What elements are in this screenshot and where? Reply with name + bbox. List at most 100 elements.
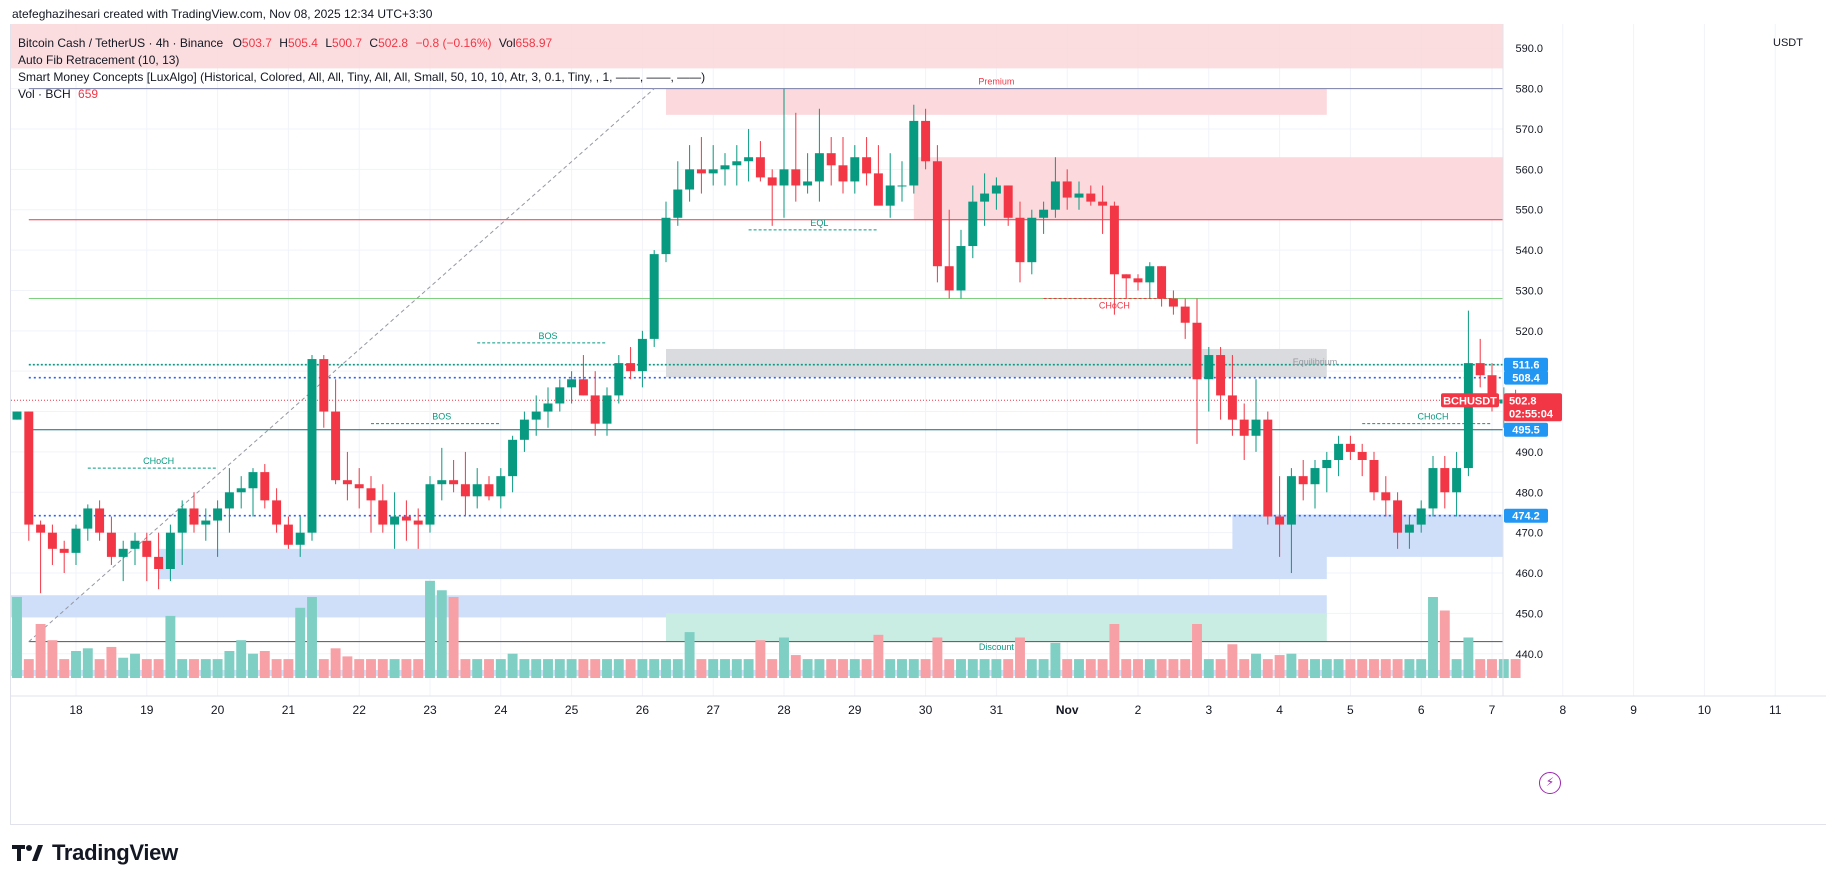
volume-bar [613, 659, 624, 678]
candle-body [673, 189, 683, 218]
candle-body [118, 548, 128, 557]
structure-label: BOS [432, 412, 451, 422]
price-axis-tick: 470.0 [1515, 528, 1543, 540]
volume-bar [1451, 659, 1462, 678]
candle [1098, 185, 1108, 234]
candle-body [307, 359, 317, 533]
legend-symbol-row[interactable]: Bitcoin Cash / TetherUS · 4h · Binance O… [18, 35, 705, 52]
candle [1039, 201, 1049, 234]
candle [1216, 346, 1226, 420]
candle [36, 520, 46, 594]
volume-bar [967, 659, 978, 678]
volume-bar [1428, 597, 1438, 678]
candle [47, 524, 57, 565]
time-axis-tick: 23 [423, 703, 437, 717]
legend-indicator-smc[interactable]: Smart Money Concepts [LuxAlgo] (Historic… [18, 70, 706, 84]
premium-zone-top [11, 24, 1503, 69]
volume-bar [708, 659, 719, 678]
volume-bar [436, 590, 447, 678]
candle-body [696, 169, 706, 174]
chart-legend: Bitcoin Cash / TetherUS · 4h · Binance O… [18, 35, 705, 103]
order-block-bear-2 [913, 157, 1503, 220]
candle-body [767, 177, 777, 186]
candle-body [401, 516, 411, 521]
order-block-bull-2 [1232, 514, 1503, 557]
volume-bar [1392, 659, 1403, 678]
candle [1322, 451, 1332, 493]
volume-bar [23, 659, 34, 678]
candle [106, 516, 116, 565]
volume-bar [141, 659, 152, 678]
countdown-label: 02:55:04 [1509, 408, 1554, 420]
time-axis-tick: 10 [1698, 703, 1712, 717]
volume-bar [649, 659, 660, 678]
candle [201, 508, 211, 541]
candle-body [71, 528, 81, 553]
chart-frame[interactable]: CHoCH BOS BOS EQL CHoCH CHoCH Premium Discount E… [10, 24, 1826, 825]
zone-label: Equilibrium [1293, 357, 1338, 367]
volume-bar [200, 659, 211, 678]
candle [1168, 290, 1178, 315]
candle-body [260, 472, 270, 501]
candle [319, 355, 329, 428]
lightning-icon[interactable]: ⚡ [1539, 772, 1561, 794]
candle-body [437, 480, 447, 485]
legend-indicator-volume[interactable]: Vol · BCH 659 [18, 86, 705, 103]
volume-bar [932, 637, 943, 678]
candle-body [1239, 419, 1249, 436]
price-badge-bg [1504, 357, 1548, 372]
tradingview-brand[interactable]: TradingView [12, 840, 178, 866]
candle [496, 468, 506, 509]
candle [390, 492, 400, 549]
time-axis-tick: 22 [353, 703, 367, 717]
candle [1345, 435, 1355, 460]
candle [154, 532, 164, 590]
volume-bar [1192, 624, 1202, 678]
candle-body [1180, 306, 1190, 323]
price-axis-tick: 580.0 [1515, 84, 1543, 96]
volume-bar [118, 657, 129, 678]
candle [1452, 451, 1462, 517]
candle [1204, 346, 1214, 412]
legend-symbol[interactable]: Bitcoin Cash / TetherUS · 4h · Binance [18, 36, 224, 50]
price-badge-label: 495.5 [1512, 425, 1540, 437]
volume-bar [342, 656, 353, 678]
candle-body [932, 161, 942, 267]
symbol-badge-label: BCHUSDT [1443, 395, 1497, 407]
volume-bar [956, 659, 966, 678]
candle-body [201, 520, 211, 525]
legend-open-value: 503.7 [241, 36, 272, 50]
candle [1416, 500, 1426, 533]
candle [425, 476, 435, 533]
candle [224, 468, 234, 533]
structure-label: EQL [810, 218, 828, 228]
candle-body [1499, 399, 1509, 404]
time-axis-tick: 6 [1418, 703, 1425, 717]
volume-bar [767, 659, 778, 678]
candle-body [991, 185, 1001, 194]
legend-indicator-fib[interactable]: Auto Fib Retracement (10, 13) [18, 53, 180, 67]
structure-label: CHoCH [1099, 301, 1130, 311]
candle [1062, 169, 1072, 210]
candle [1251, 379, 1261, 452]
candle-body [862, 157, 872, 174]
candle-body [708, 169, 718, 174]
volume-bar [59, 659, 70, 678]
price-chart[interactable]: CHoCH BOS BOS EQL CHoCH CHoCH Premium Discount E… [11, 24, 1826, 824]
candle-body [449, 480, 459, 485]
volume-bar [979, 659, 990, 678]
currency-label[interactable]: USDT [1773, 37, 1803, 49]
candle [614, 355, 624, 404]
time-axis-tick: 19 [140, 703, 154, 717]
candle [307, 355, 317, 541]
volume-bar [1251, 653, 1261, 678]
candle-body [885, 185, 895, 206]
volume-bar [472, 659, 483, 678]
volume-bar [625, 659, 636, 678]
volume-bar [1038, 659, 1049, 678]
volume-bar [755, 640, 766, 678]
candle [12, 411, 22, 420]
candle [1393, 492, 1403, 549]
candle-body [1227, 395, 1237, 420]
candle [1015, 201, 1025, 283]
